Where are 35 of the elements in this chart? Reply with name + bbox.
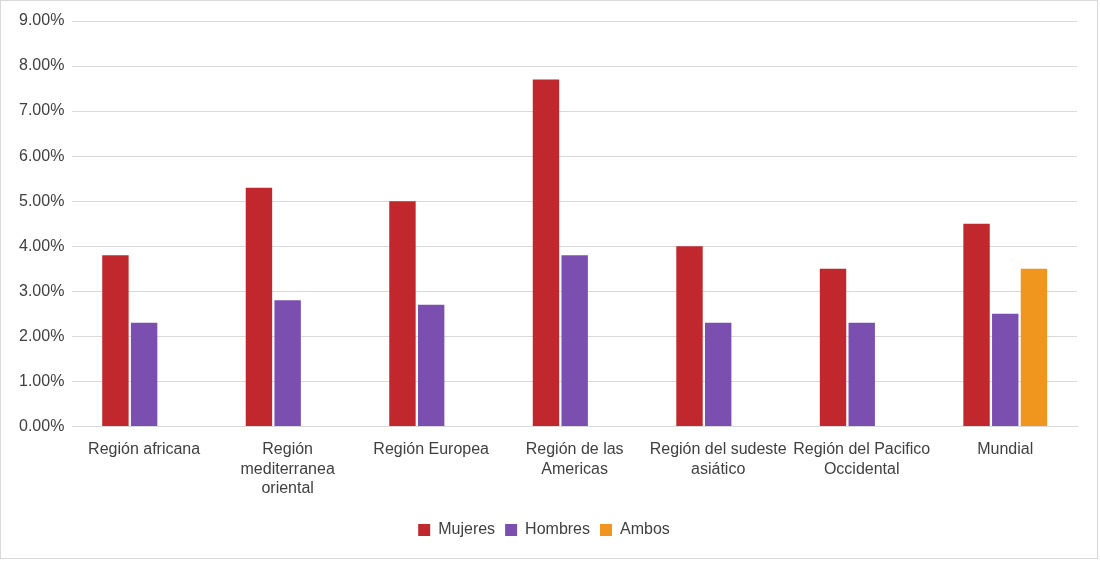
- legend-label: Mujeres: [438, 520, 496, 538]
- bar: [130, 322, 158, 426]
- y-tick-label: 4.00%: [18, 236, 65, 254]
- bar: [389, 201, 416, 426]
- bar: [992, 313, 1019, 426]
- bar: [705, 322, 732, 426]
- y-tick-label: 8.00%: [18, 56, 65, 74]
- y-tick-label: 0.00%: [18, 416, 65, 434]
- bar: [561, 255, 588, 426]
- bar: [676, 246, 703, 426]
- bar: [532, 79, 560, 426]
- y-tick-label: 3.00%: [18, 281, 65, 299]
- bar: [417, 304, 445, 426]
- x-tick-label: Mundial: [977, 440, 1034, 458]
- bar: [1020, 268, 1048, 426]
- x-tick-label: Región Europea: [373, 440, 490, 458]
- bar: [819, 268, 847, 426]
- bar: [102, 255, 129, 426]
- x-tick-label: Región del Pacifico Occidental: [793, 440, 931, 477]
- bar: [274, 300, 301, 426]
- x-tick-label: Región mediterranea oriental: [240, 440, 335, 496]
- y-tick-label: 2.00%: [18, 326, 65, 344]
- bar: [963, 223, 990, 426]
- legend-label: Ambos: [620, 520, 670, 538]
- y-tick-label: 5.00%: [18, 191, 65, 209]
- y-tick-label: 9.00%: [18, 11, 65, 29]
- bar: [848, 322, 875, 426]
- x-tick-label: Región del sudeste asiático: [649, 440, 787, 477]
- y-tick-label: 7.00%: [18, 101, 65, 119]
- x-tick-label: Región de las Americas: [525, 440, 624, 477]
- bar: [245, 187, 273, 426]
- y-tick-label: 1.00%: [18, 371, 65, 389]
- x-tick-label: Región africana: [88, 440, 201, 458]
- y-tick-label: 6.00%: [18, 146, 65, 164]
- legend-label: Hombres: [525, 520, 591, 538]
